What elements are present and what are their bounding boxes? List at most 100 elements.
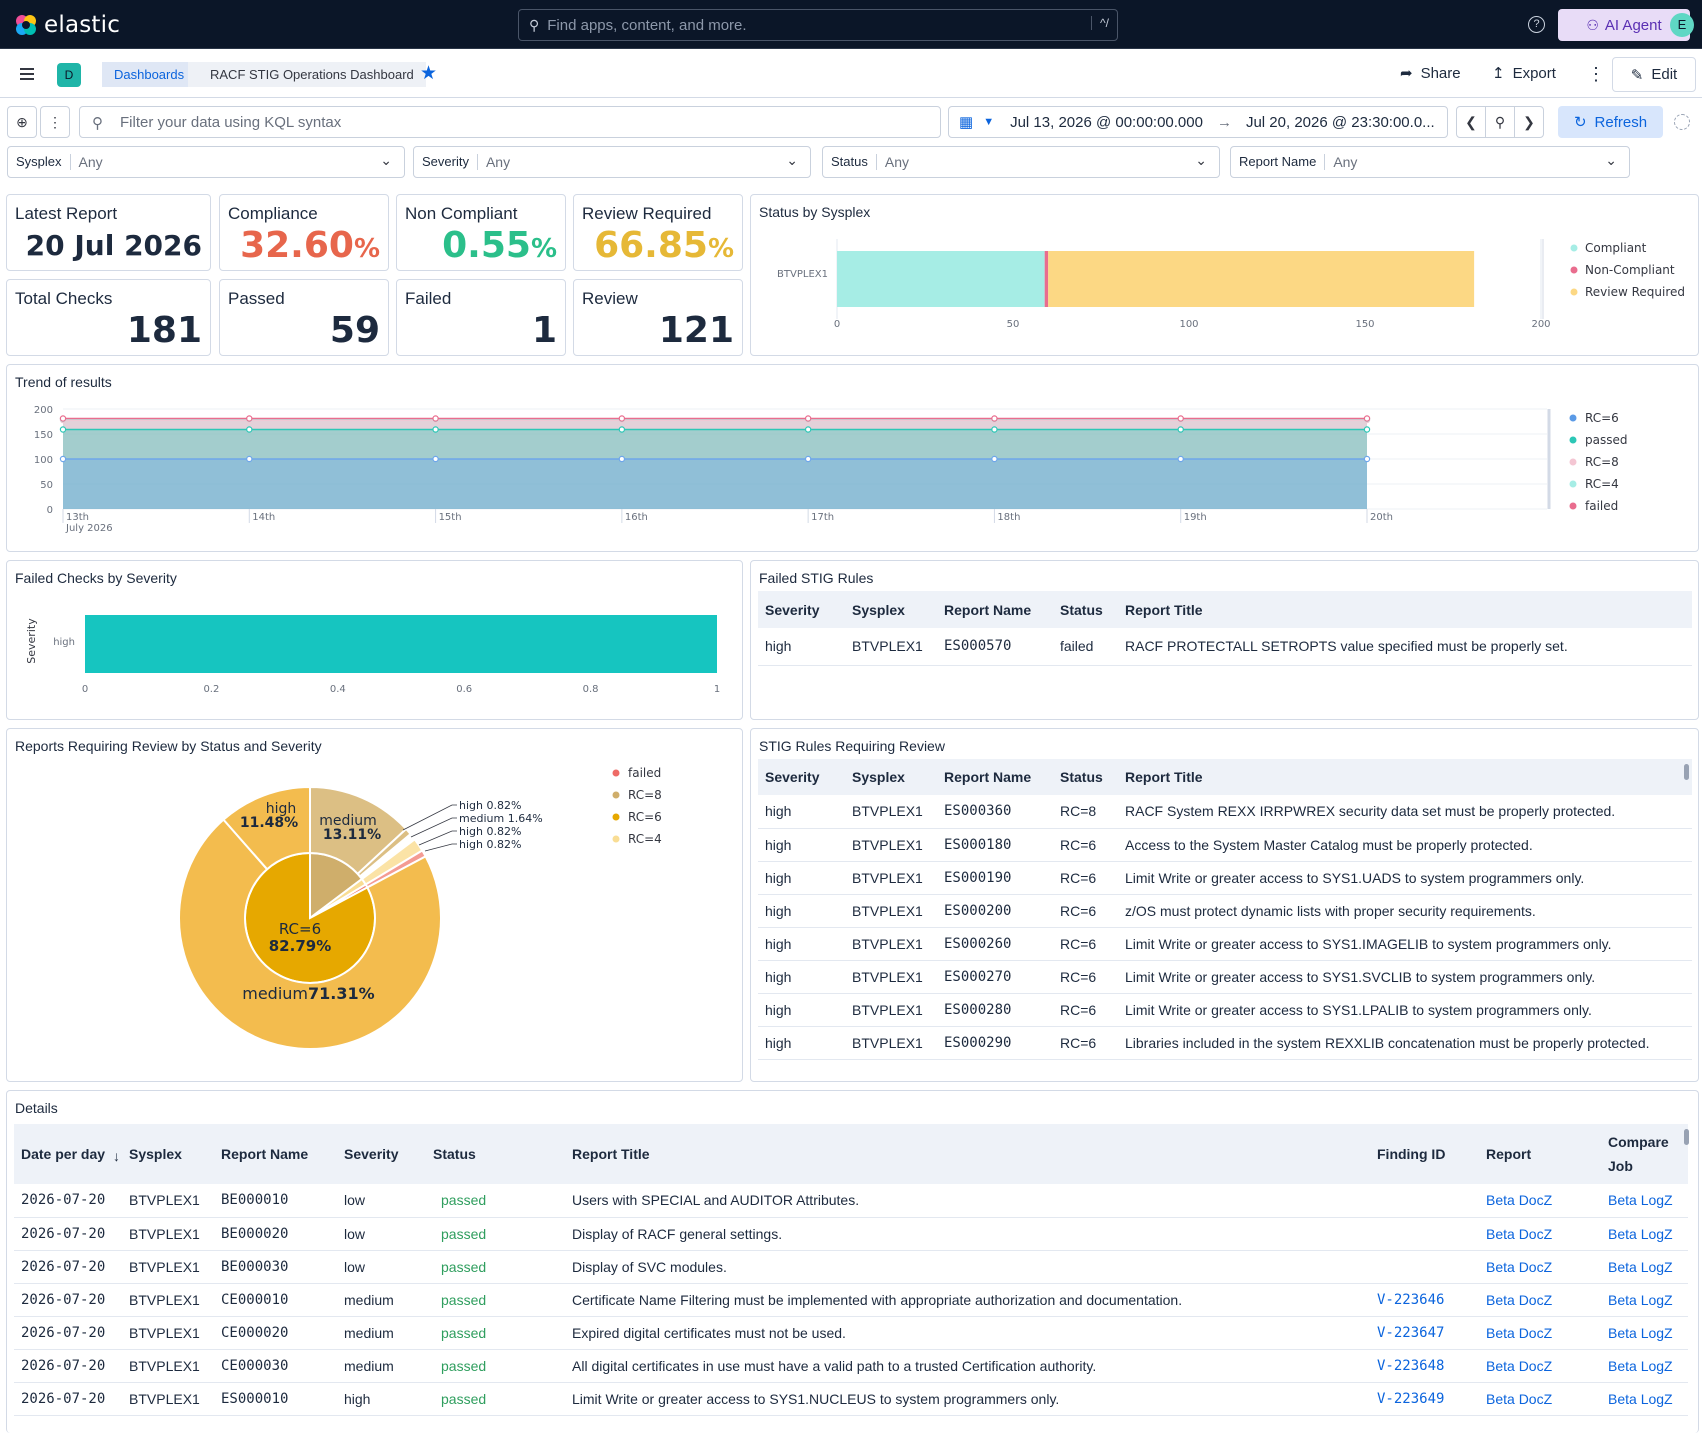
col-status[interactable]: Status: [1053, 591, 1118, 628]
col-report-name[interactable]: Report Name: [214, 1124, 337, 1184]
table-row[interactable]: high BTVPLEX1 ES000270 RC=6 Limit Write or g…: [758, 960, 1692, 994]
data-point[interactable]: [991, 415, 998, 422]
table-row[interactable]: 2026-07-20 BTVPLEX1 CE000020 medium passed Ex…: [14, 1316, 1688, 1350]
elastic-logo[interactable]: elastic: [14, 12, 120, 38]
legend-item[interactable]: RC=8: [628, 788, 662, 802]
global-search-input[interactable]: ⚲ Find apps, content, and more. ^/: [518, 9, 1118, 41]
cell-report-link[interactable]: Beta DocZ: [1479, 1250, 1601, 1284]
legend-item[interactable]: RC=6: [628, 810, 662, 824]
zoom-out-icon[interactable]: ⚲: [1485, 106, 1515, 138]
data-point[interactable]: [991, 426, 998, 433]
data-point[interactable]: [804, 415, 812, 422]
chevron-right-icon[interactable]: ❯: [1514, 106, 1544, 138]
legend-item[interactable]: failed: [1585, 499, 1618, 513]
pie-outer-slice[interactable]: [356, 827, 412, 878]
data-point[interactable]: [59, 415, 67, 422]
table-row[interactable]: 2026-07-20 BTVPLEX1 BE000020 low passed Displ…: [14, 1217, 1688, 1251]
data-point[interactable]: [991, 455, 998, 463]
cell-report-link[interactable]: Beta DocZ: [1479, 1316, 1601, 1350]
pie-outer-slice[interactable]: [178, 818, 442, 1050]
add-filter-icon[interactable]: ⊕: [7, 106, 37, 138]
table-row[interactable]: high BTVPLEX1 ES000280 RC=6 Limit Write or g…: [758, 993, 1692, 1027]
table-row[interactable]: high BTVPLEX1 ES000570 failed RACF PROTE…: [758, 628, 1692, 666]
date-start[interactable]: Jul 13, 2026 @ 00:00:00.000: [1010, 113, 1203, 131]
table-row[interactable]: high BTVPLEX1 ES000190 RC=6 Limit Write or g…: [758, 861, 1692, 895]
cell-compare-job-link[interactable]: Beta LogZ: [1601, 1250, 1688, 1284]
cell-report-link[interactable]: Beta DocZ: [1479, 1184, 1601, 1218]
chevron-down-icon[interactable]: ⌄: [1195, 152, 1207, 168]
data-point[interactable]: [432, 426, 439, 433]
col-finding-id[interactable]: Finding ID: [1370, 1124, 1479, 1184]
favorite-star-icon[interactable]: ★: [420, 63, 438, 84]
data-point[interactable]: [618, 415, 626, 422]
table-row[interactable]: high BTVPLEX1 ES000290 RC=6 Libraries includ…: [758, 1026, 1692, 1060]
col-report-title[interactable]: Report Title: [1118, 759, 1692, 795]
cell-compare-job-link[interactable]: Beta LogZ: [1601, 1184, 1688, 1218]
cell-report-link[interactable]: Beta DocZ: [1479, 1217, 1601, 1251]
data-point[interactable]: [59, 426, 67, 433]
col-status[interactable]: Status: [1053, 759, 1118, 795]
table-row[interactable]: 2026-07-20 BTVPLEX1 ES000010 high passed Limi…: [14, 1382, 1688, 1416]
col-sysplex[interactable]: Sysplex: [845, 759, 937, 795]
legend-item[interactable]: passed: [1585, 433, 1627, 447]
bar-segment-compliant[interactable]: [837, 251, 1045, 307]
share-button[interactable]: ➦ Share: [1400, 64, 1461, 83]
pie-outer-slice[interactable]: [222, 785, 311, 871]
data-point[interactable]: [246, 455, 253, 463]
legend-item[interactable]: RC=6: [1585, 411, 1619, 425]
cell-compare-job-link[interactable]: Beta LogZ: [1601, 1382, 1688, 1416]
scrollbar[interactable]: [1684, 1129, 1689, 1145]
chevron-down-icon[interactable]: ⌄: [1605, 152, 1617, 168]
col-sysplex[interactable]: Sysplex: [122, 1124, 214, 1184]
bar-segment-review-required[interactable]: [1048, 251, 1475, 307]
kql-search-input[interactable]: ⚲ Filter your data using KQL syntax: [79, 106, 941, 138]
data-point[interactable]: [618, 455, 626, 463]
filter-sysplex[interactable]: Sysplex Any ⌄: [7, 146, 405, 178]
refresh-button[interactable]: ↻ Refresh: [1558, 106, 1663, 138]
data-point[interactable]: [59, 455, 67, 463]
filter-status[interactable]: Status Any ⌄: [822, 146, 1220, 178]
more-options-icon[interactable]: ⋮: [1587, 64, 1605, 84]
table-row[interactable]: 2026-07-20 BTVPLEX1 BE000010 low passed Users…: [14, 1184, 1688, 1218]
legend-item[interactable]: RC=4: [628, 832, 662, 846]
scrollbar[interactable]: [1684, 764, 1689, 780]
cell-finding-id[interactable]: [1370, 1217, 1479, 1251]
col-report-title[interactable]: Report Title: [1118, 591, 1692, 628]
data-point[interactable]: [432, 415, 439, 422]
cell-report-link[interactable]: Beta DocZ: [1479, 1382, 1601, 1416]
col-report-name[interactable]: Report Name: [937, 591, 1053, 628]
cell-report-link[interactable]: Beta DocZ: [1479, 1349, 1601, 1383]
table-row[interactable]: 2026-07-20 BTVPLEX1 BE000030 low passed Displ…: [14, 1250, 1688, 1284]
cell-compare-job-link[interactable]: Beta LogZ: [1601, 1283, 1688, 1317]
col-severity[interactable]: Severity: [758, 759, 845, 795]
cell-report-link[interactable]: Beta DocZ: [1479, 1283, 1601, 1317]
col-status[interactable]: Status: [426, 1124, 565, 1184]
table-row[interactable]: high BTVPLEX1 ES000200 RC=6 z/OS must protec…: [758, 894, 1692, 928]
filter-severity[interactable]: Severity Any ⌄: [413, 146, 811, 178]
chevron-down-icon[interactable]: ▼: [983, 116, 995, 128]
data-point[interactable]: [432, 455, 439, 463]
col-compare-job[interactable]: Compare Job: [1601, 1124, 1688, 1184]
data-point[interactable]: [246, 415, 253, 422]
cell-finding-id[interactable]: V-223646: [1370, 1283, 1479, 1317]
cell-compare-job-link[interactable]: Beta LogZ: [1601, 1217, 1688, 1251]
legend-item[interactable]: RC=8: [1585, 455, 1619, 469]
edit-button[interactable]: ✎ Edit: [1612, 57, 1696, 92]
cell-compare-job-link[interactable]: Beta LogZ: [1601, 1349, 1688, 1383]
table-row[interactable]: 2026-07-20 BTVPLEX1 CE000010 medium passed Ce…: [14, 1283, 1688, 1317]
data-point[interactable]: [1363, 426, 1371, 433]
bar-high[interactable]: [85, 615, 717, 673]
chevron-down-icon[interactable]: ⌄: [380, 152, 392, 168]
help-icon[interactable]: ?: [1528, 16, 1545, 33]
filter-report-name[interactable]: Report Name Any ⌄: [1230, 146, 1630, 178]
chevron-left-icon[interactable]: ❮: [1456, 106, 1486, 138]
table-row[interactable]: high BTVPLEX1 ES000180 RC=6 Access to the Sy…: [758, 828, 1692, 862]
chevron-down-icon[interactable]: ⌄: [786, 152, 798, 168]
legend-item[interactable]: Compliant: [1585, 241, 1647, 255]
legend-item[interactable]: Review Required: [1585, 285, 1685, 299]
data-point[interactable]: [804, 426, 812, 433]
table-row[interactable]: high BTVPLEX1 ES000360 RC=8 RACF System REXX…: [758, 795, 1692, 829]
data-point[interactable]: [1177, 415, 1184, 422]
cell-compare-job-link[interactable]: Beta LogZ: [1601, 1316, 1688, 1350]
data-point[interactable]: [1363, 415, 1371, 422]
